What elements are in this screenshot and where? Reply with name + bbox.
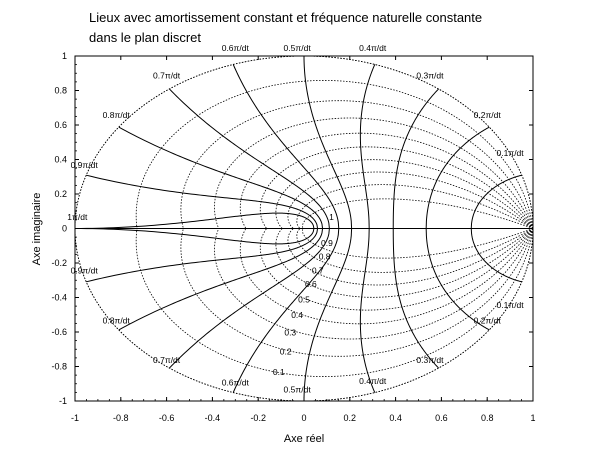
damping-label: 0.6 [305, 279, 317, 289]
y-tick-label: 1 [62, 51, 67, 61]
frequency-label-upper: 0.9π/dt [71, 160, 99, 170]
frequency-label-upper: 0.2π/dt [474, 110, 502, 120]
y-tick-label: 0 [62, 224, 67, 234]
damping-locus [275, 228, 534, 298]
x-tick-label: 0.8 [481, 413, 494, 423]
frequency-locus [232, 228, 340, 393]
damping-locus [296, 184, 534, 229]
frequency-locus [470, 174, 522, 229]
x-tick-label: -0.8 [113, 413, 129, 423]
y-axis-label: Axe imaginaire [31, 193, 43, 266]
frequency-label-upper: 1π/dt [67, 212, 88, 222]
damping-locus [239, 132, 534, 229]
frequency-label-lower: 0.1π/dt [497, 300, 525, 310]
x-tick-label: 0.4 [389, 413, 402, 423]
damping-locus [74, 228, 534, 402]
frequency-label-upper: 0.1π/dt [497, 148, 525, 158]
chart-title-line-1: Lieux avec amortissement constant et fré… [89, 10, 482, 25]
damping-locus [302, 198, 534, 229]
frequency-locus [425, 126, 490, 229]
x-tick-label: -0.6 [159, 413, 175, 423]
y-tick-label: -0.8 [51, 362, 67, 372]
frequency-label-lower: 0.6π/dt [222, 377, 250, 387]
y-tick-label: -0.6 [51, 327, 67, 337]
x-axis-label: Axe réel [284, 433, 324, 445]
damping-label: 0.9 [321, 238, 333, 248]
frequency-label-upper: 0.8π/dt [103, 110, 131, 120]
frequency-locus [232, 64, 340, 229]
frequency-locus [169, 228, 330, 369]
frequency-label-lower: 0.2π/dt [474, 315, 502, 325]
frequency-locus [303, 228, 353, 402]
frequency-label-upper: 0.6π/dt [222, 43, 250, 53]
damping-label: 0.8 [319, 252, 331, 262]
frequency-locus [303, 55, 353, 229]
frequency-locus [74, 212, 315, 229]
x-tick-label: 0.6 [435, 413, 448, 423]
y-tick-label: -0.4 [51, 293, 67, 303]
damping-label: 0.4 [291, 310, 303, 320]
x-tick-label: -1 [71, 413, 79, 423]
x-tick-label: -0.2 [250, 413, 266, 423]
damping-locus [180, 228, 534, 357]
y-tick-label: -1 [59, 396, 67, 406]
damping-locus [296, 228, 534, 273]
frequency-label-lower: 0.3π/dt [416, 355, 444, 365]
x-tick-label: -0.4 [205, 413, 221, 423]
frequency-locus [169, 88, 330, 229]
damping-label: 0.1 [273, 367, 285, 377]
damping-locus [259, 146, 534, 229]
frequency-locus [118, 228, 324, 331]
damping-locus [302, 228, 534, 259]
damping-label: 0.5 [298, 295, 310, 305]
x-tick-label: 0 [301, 413, 306, 423]
damping-locus [74, 55, 534, 229]
frequency-label-upper: 0.7π/dt [153, 70, 181, 80]
damping-locus [180, 100, 534, 229]
frequency-label-lower: 0.9π/dt [71, 265, 99, 275]
damping-locus [214, 117, 534, 229]
y-tick-label: 0.2 [54, 189, 67, 199]
y-tick-label: 0.6 [54, 120, 67, 130]
frequency-locus [392, 88, 439, 229]
damping-locus [239, 228, 534, 325]
damping-label: 0.2 [280, 346, 292, 356]
damping-locus [259, 228, 534, 311]
y-tick-label: 0.8 [54, 86, 67, 96]
frequency-locus [425, 228, 490, 331]
damping-label: 0.3 [284, 327, 296, 337]
damping-locus [135, 80, 534, 229]
frequency-label-upper: 0.5π/dt [284, 43, 312, 53]
loci-labels: 0.1π/dt 0.2π/dt 0.3π/dt 0.4π/dt 0.5π/dt 0.6π/… [67, 43, 524, 395]
damping-label: 0.7 [312, 265, 324, 275]
frequency-locus [359, 228, 376, 393]
frequency-label-upper: 0.3π/dt [416, 70, 444, 80]
damping-locus [135, 228, 534, 377]
damping-locus [275, 159, 534, 229]
damping-locus [214, 228, 534, 340]
frequency-label-upper: 0.4π/dt [359, 43, 387, 53]
frequency-locus [86, 174, 319, 229]
loci-curves [74, 55, 534, 402]
damping-label: 1 [329, 212, 334, 222]
frequency-locus [118, 126, 324, 229]
frequency-label-lower: 0.8π/dt [103, 315, 131, 325]
frequency-label-lower: 0.5π/dt [284, 384, 312, 394]
y-tick-label: 0.4 [54, 155, 67, 165]
x-tick-label: 0.2 [344, 413, 357, 423]
frequency-locus [86, 228, 319, 283]
frequency-locus [359, 64, 376, 229]
frequency-label-lower: 0.7π/dt [153, 355, 181, 365]
frequency-locus [470, 228, 522, 283]
y-tick-label: -0.2 [51, 258, 67, 268]
frequency-locus [392, 228, 439, 369]
axis-ticks: -1 -0.8 -0.6 -0.4 -0.2 0 0.2 0.4 0.6 0.8 1 -1 -0.8 -0… [51, 51, 535, 423]
chart-title-line-2: dans le plan discret [89, 30, 201, 45]
frequency-label-lower: 0.4π/dt [359, 376, 387, 386]
frequency-locus [74, 228, 315, 245]
x-tick-label: 1 [530, 413, 535, 423]
